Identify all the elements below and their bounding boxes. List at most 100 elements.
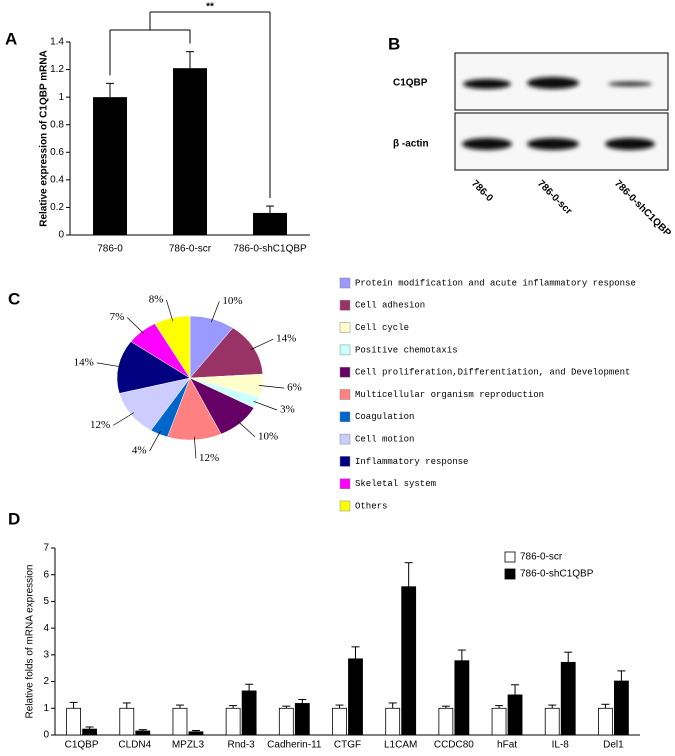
y-tick-label: 0.6 [50, 147, 64, 158]
y-tick-label: 6 [43, 569, 49, 580]
leader-line [211, 301, 220, 323]
y-tick-label: 2 [43, 676, 49, 687]
legend-swatch [339, 366, 351, 378]
bar [66, 707, 81, 736]
legend-label: Cell cycle [355, 323, 409, 333]
y-tick-label: 1 [43, 703, 49, 714]
legend-label: Coagulation [355, 412, 414, 422]
panel-label: A [5, 29, 17, 48]
y-tick-label: 4 [43, 623, 49, 634]
bar [560, 661, 576, 736]
x-tick-label: Del1 [603, 740, 624, 751]
legend-label: Multicellular organism reproduction [355, 390, 544, 400]
panel-label: D [8, 509, 20, 528]
bar [93, 97, 127, 236]
bar [278, 707, 294, 736]
leader-line [149, 431, 161, 452]
blot-bands [462, 77, 655, 150]
legend-swatch [504, 551, 516, 563]
slice-label: 8% [149, 293, 164, 305]
legend-label: 786-0-shC1QBP [520, 569, 594, 580]
y-tick-label: 0 [58, 230, 64, 241]
x-tick-label: 786-0 [97, 244, 123, 255]
bar [544, 707, 560, 736]
bar [438, 707, 454, 736]
bar [614, 680, 629, 736]
legend-swatch [339, 456, 351, 467]
legend-swatch [339, 411, 351, 423]
y-tick-label: 0.8 [50, 119, 64, 130]
slice-label: 3% [280, 404, 295, 416]
x-tick-label: Rnd-3 [228, 740, 256, 751]
y-tick-label: 0.4 [50, 174, 64, 185]
leader-line [258, 385, 285, 389]
x-tick-label: IL-8 [552, 740, 570, 751]
legend-swatch [339, 300, 351, 311]
slice-label: 6% [287, 382, 302, 394]
bar [135, 730, 151, 736]
legend-label: Cell proliferation,Differentiation, and … [355, 368, 630, 378]
leader-line [126, 317, 145, 335]
legend-swatch [339, 277, 351, 289]
x-tick-label: 786-0-shC1QBP [233, 244, 307, 255]
leader-line [194, 436, 197, 459]
lane-label: 786-0 [469, 178, 495, 204]
legend-swatch [339, 478, 351, 489]
legend-label: Cell adhesion [355, 301, 425, 311]
y-tick-label: 5 [43, 596, 49, 607]
x-tick-label: L1CAM [384, 740, 417, 751]
legend-label: Protein modification and acute inflammat… [355, 278, 636, 288]
y-tick-label: 1 [58, 92, 64, 103]
bar [332, 707, 347, 736]
bar [82, 728, 97, 736]
legend-label: Inflammatory response [355, 457, 468, 467]
leader-line [113, 412, 135, 426]
slice-label: 4% [132, 444, 147, 456]
bar [507, 694, 523, 736]
x-tick-label: 786-0-scr [169, 244, 212, 255]
y-axis-label: Relative expression of C1QBP mRNA [39, 50, 50, 227]
panel-label: B [388, 34, 400, 53]
legend-label: Cell motion [355, 434, 414, 444]
row-label: β -actin [393, 139, 429, 150]
lane-label: 786-0-shC1QBP [612, 178, 673, 239]
bar [119, 707, 135, 736]
legend-swatch [339, 322, 351, 333]
y-tick-label: 0 [43, 730, 49, 741]
legend-label: Positive chemotaxis [355, 345, 458, 355]
slice-label: 14% [74, 356, 94, 368]
legend-swatch [339, 344, 351, 356]
x-tick-label: CLDN4 [118, 740, 151, 751]
bar [225, 707, 241, 736]
bar [253, 212, 287, 235]
leader-line [253, 401, 278, 411]
bar [172, 707, 188, 736]
legend-swatch [339, 389, 351, 400]
y-tick-label: 3 [43, 649, 49, 660]
slice-label: 12% [90, 419, 110, 431]
bar [401, 586, 417, 736]
legend-swatch [339, 433, 351, 445]
x-tick-label: CCDC80 [434, 740, 474, 751]
legend-label: Skeletal system [355, 479, 436, 489]
legend-label: Others [355, 501, 387, 511]
bar [598, 707, 613, 736]
leader-line [250, 338, 274, 350]
x-tick-label: hFat [497, 740, 517, 751]
leader-line [166, 299, 174, 322]
slice-label: 12% [199, 452, 219, 464]
leader-line [96, 362, 122, 368]
legend-swatch [504, 568, 516, 580]
bar [173, 68, 207, 235]
bar [188, 731, 204, 736]
bar [241, 690, 257, 736]
legend-label: 786-0-scr [520, 552, 563, 563]
annotation: ** [206, 2, 214, 13]
bar [385, 707, 401, 736]
leader-line [237, 420, 256, 438]
y-tick-label: 1.4 [50, 37, 64, 48]
x-tick-label: MPZL3 [172, 740, 205, 751]
y-tick-label: 7 [43, 543, 49, 554]
y-axis-label: Relative folds of mRNA expression [25, 565, 36, 719]
